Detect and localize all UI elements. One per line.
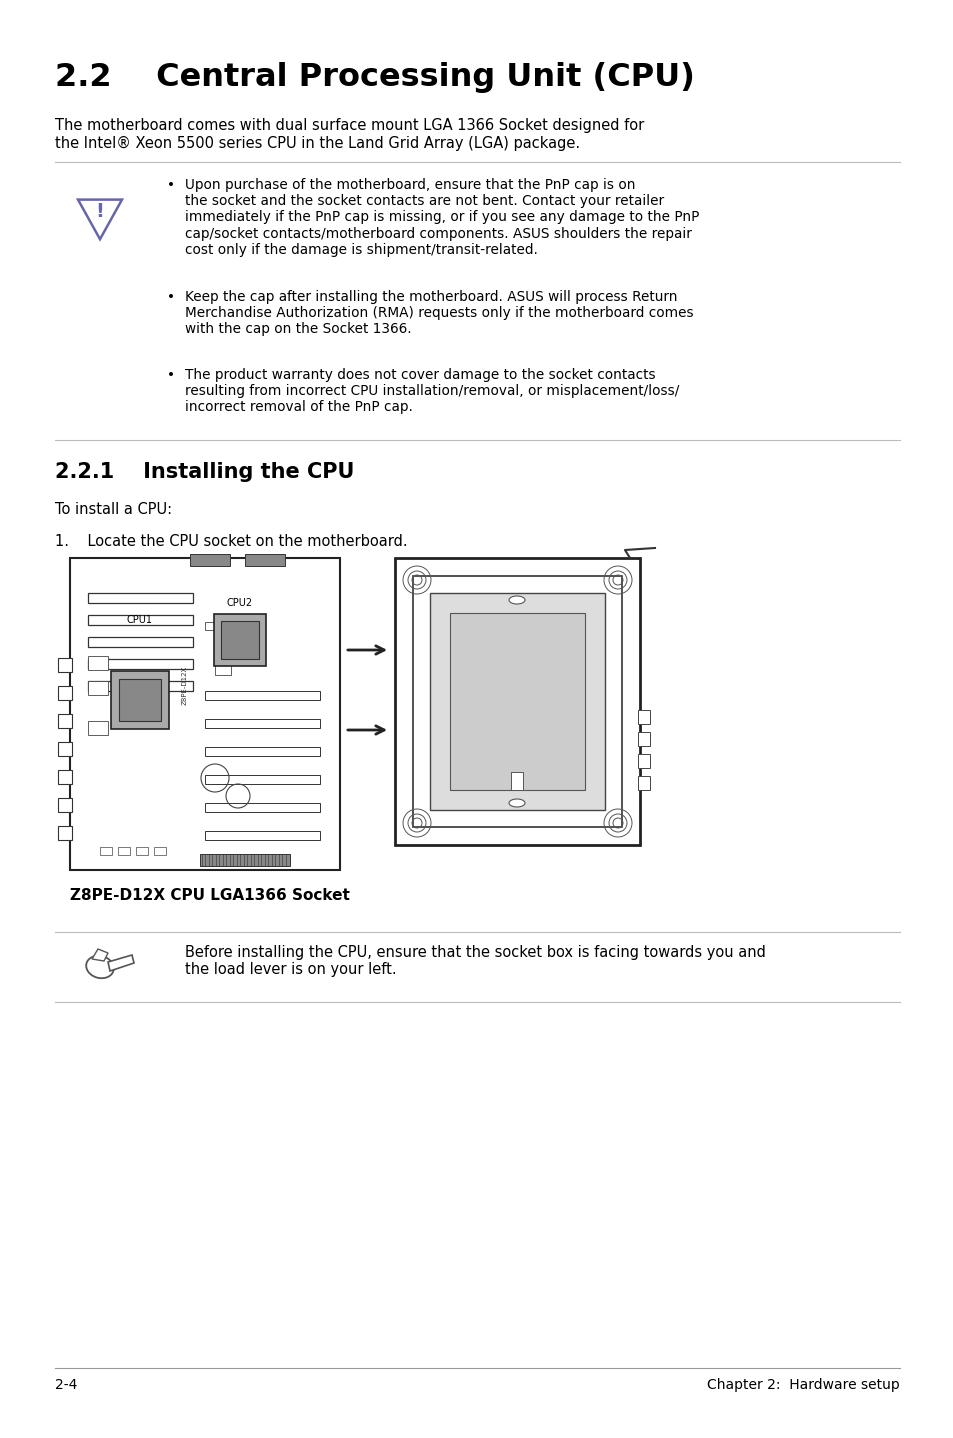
Text: Chapter 2:  Hardware setup: Chapter 2: Hardware setup: [706, 1378, 899, 1392]
Bar: [205, 746, 319, 756]
Polygon shape: [108, 955, 133, 971]
Bar: [88, 682, 193, 692]
Bar: [88, 659, 193, 669]
Text: the Intel® Xeon 5500 series CPU in the Land Grid Array (LGA) package.: the Intel® Xeon 5500 series CPU in the L…: [55, 137, 579, 151]
Bar: [70, 558, 339, 870]
Bar: [58, 715, 71, 728]
Text: CPU1: CPU1: [127, 615, 152, 626]
Bar: [111, 672, 169, 729]
Bar: [205, 692, 319, 700]
Text: !: !: [95, 203, 104, 221]
Bar: [58, 769, 71, 784]
Bar: [136, 847, 148, 856]
Bar: [511, 772, 522, 789]
Bar: [88, 720, 108, 735]
Text: Z8PE-D12X: Z8PE-D12X: [182, 666, 188, 705]
Bar: [205, 775, 319, 784]
Bar: [395, 558, 639, 846]
Bar: [213, 614, 266, 666]
Bar: [118, 847, 130, 856]
Bar: [88, 656, 108, 670]
Bar: [100, 847, 112, 856]
Text: CPU2: CPU2: [227, 598, 253, 608]
Text: •: •: [167, 290, 174, 303]
Bar: [221, 621, 258, 659]
Bar: [58, 659, 71, 672]
Text: Before installing the CPU, ensure that the socket box is facing towards you and
: Before installing the CPU, ensure that t…: [185, 945, 765, 978]
Text: 2-4: 2-4: [55, 1378, 77, 1392]
Bar: [88, 682, 108, 695]
Bar: [58, 742, 71, 756]
Bar: [430, 592, 604, 810]
Bar: [119, 679, 161, 720]
Bar: [638, 777, 649, 789]
Ellipse shape: [509, 595, 524, 604]
Bar: [200, 854, 290, 866]
Ellipse shape: [509, 800, 524, 807]
Bar: [638, 732, 649, 746]
Text: The motherboard comes with dual surface mount LGA 1366 Socket designed for: The motherboard comes with dual surface …: [55, 118, 643, 132]
Bar: [205, 802, 319, 812]
Bar: [58, 798, 71, 812]
Text: 1.    Locate the CPU socket on the motherboard.: 1. Locate the CPU socket on the motherbo…: [55, 533, 407, 549]
Bar: [205, 831, 319, 840]
Bar: [413, 577, 621, 827]
Bar: [205, 719, 319, 728]
Bar: [58, 825, 71, 840]
Bar: [638, 710, 649, 723]
Bar: [153, 847, 166, 856]
Bar: [450, 613, 584, 789]
Bar: [245, 554, 285, 567]
Bar: [638, 754, 649, 768]
Bar: [88, 592, 193, 603]
Text: •: •: [167, 368, 174, 383]
Text: 2.2    Central Processing Unit (CPU): 2.2 Central Processing Unit (CPU): [55, 62, 694, 93]
Text: •: •: [167, 178, 174, 193]
Polygon shape: [91, 949, 108, 961]
Bar: [205, 623, 219, 630]
Text: Z8PE-D12X CPU LGA1366 Socket: Z8PE-D12X CPU LGA1366 Socket: [70, 889, 350, 903]
Bar: [88, 637, 193, 647]
Bar: [190, 554, 230, 567]
Ellipse shape: [86, 956, 113, 978]
Text: 2.2.1    Installing the CPU: 2.2.1 Installing the CPU: [55, 462, 354, 482]
Text: Upon purchase of the motherboard, ensure that the PnP cap is on
the socket and t: Upon purchase of the motherboard, ensure…: [185, 178, 699, 257]
Text: To install a CPU:: To install a CPU:: [55, 502, 172, 518]
Bar: [88, 615, 193, 626]
Bar: [214, 654, 231, 674]
Text: The product warranty does not cover damage to the socket contacts
resulting from: The product warranty does not cover dama…: [185, 368, 679, 414]
Bar: [58, 686, 71, 700]
Text: Keep the cap after installing the motherboard. ASUS will process Return
Merchand: Keep the cap after installing the mother…: [185, 290, 693, 336]
